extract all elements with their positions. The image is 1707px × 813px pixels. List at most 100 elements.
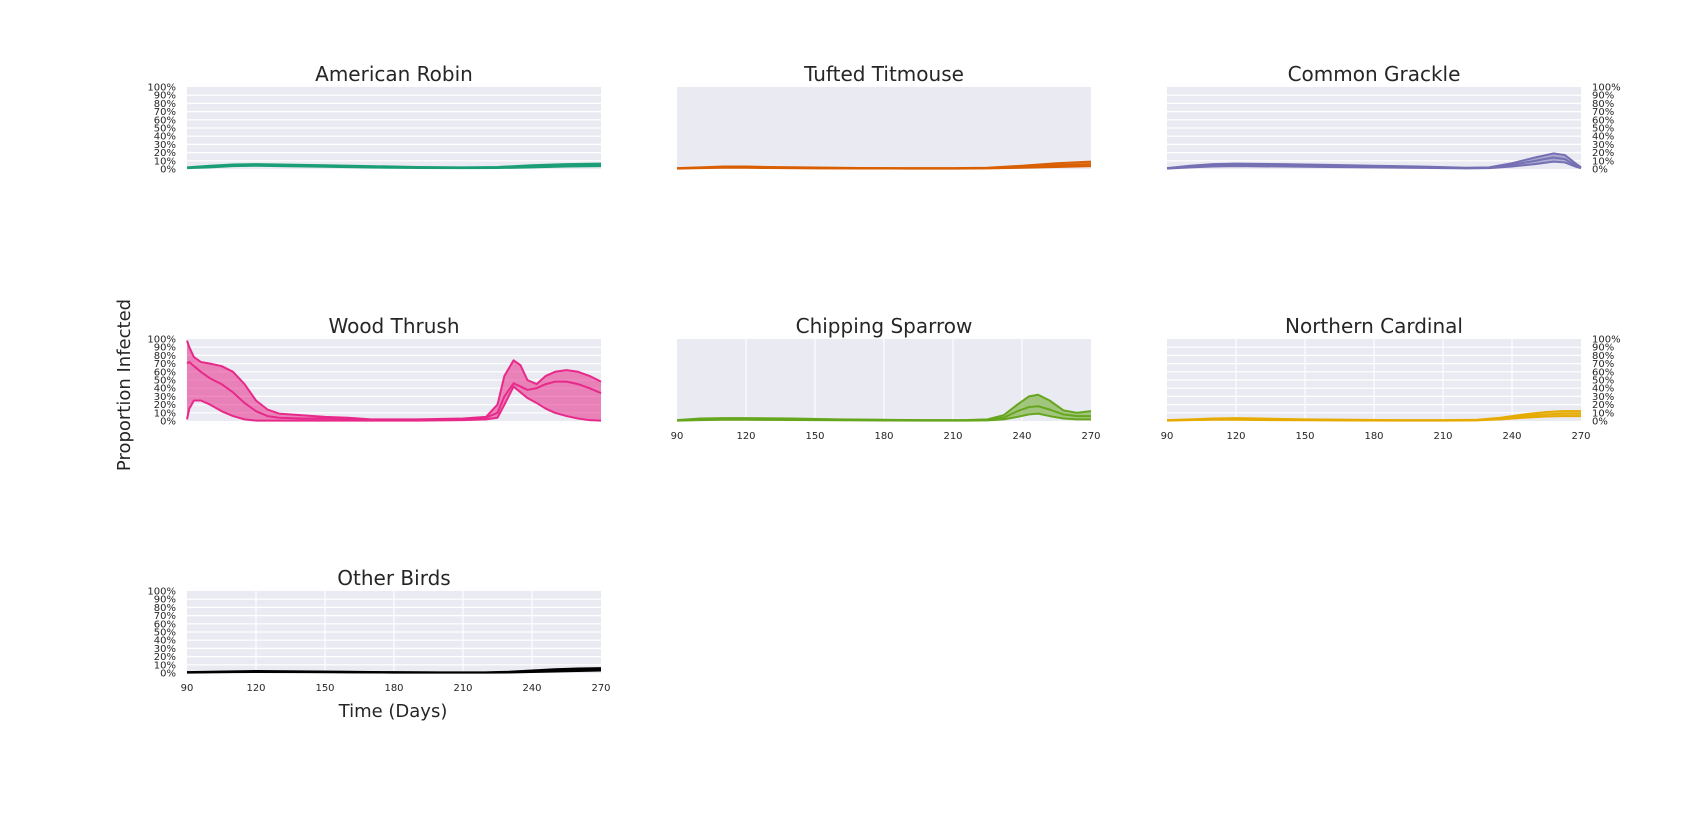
y-tick-label: 40% [154,636,176,647]
y-tick-label: 90% [1592,91,1614,102]
y-tick-label: 0% [160,417,176,428]
y-tick-label: 70% [154,611,176,622]
series-line-lower-northern-cardinal [1166,415,1581,422]
x-tick-label: 240 [1502,431,1521,442]
y-tick-label: 0% [1592,417,1608,428]
series-band-wood-thrush [187,340,601,421]
y-tick-label: 20% [154,400,176,411]
x-tick-label: 150 [1295,431,1314,442]
y-tick-label: 80% [1592,351,1614,362]
x-tick-label: 270 [1571,431,1590,442]
y-tick-label: 40% [154,384,176,395]
y-tick-label: 80% [1592,99,1614,110]
series-line-lower-common-grackle [1166,160,1582,170]
panel-title: Tufted Titmouse [803,62,964,86]
x-tick-label: 270 [1081,431,1100,442]
y-tick-label: 100% [147,587,176,598]
series-line-lower-chipping-sparrow [676,412,1091,422]
y-tick-label: 90% [154,91,176,102]
y-tick-label: 90% [154,343,176,354]
y-tick-label: 100% [147,83,176,94]
y-tick-label: 10% [154,660,176,671]
y-tick-label: 20% [1592,148,1614,159]
panel-tufted-titmouse: Tufted Titmouse [676,62,1092,170]
y-tick-label: 20% [154,652,176,663]
panel-wood-thrush: 0%10%20%30%40%50%60%70%80%90%100% Wood Th… [147,314,602,428]
x-tick-label: 90 [181,683,194,694]
y-tick-label: 0% [1592,165,1608,176]
y-tick-label: 50% [154,124,176,135]
y-tick-label: 30% [154,140,176,151]
y-tick-label: 50% [154,628,176,639]
x-tick-label: 120 [1226,431,1245,442]
x-tick-label: 180 [1364,431,1383,442]
series-line-lower-wood-thrush [186,385,602,422]
y-tick-label: 40% [154,132,176,143]
panel-title: Wood Thrush [328,314,459,338]
y-tick-label: 40% [1592,132,1614,143]
y-tick-label: 70% [154,359,176,370]
panels-group: 0%10%20%30%40%50%60%70%80%90%100%America… [147,62,1620,694]
x-tick-label: 90 [1161,431,1174,442]
y-tick-label: 10% [1592,408,1614,419]
y-tick-label: 70% [1592,107,1614,118]
panel-title: Northern Cardinal [1285,314,1463,338]
x-tick-label: 120 [736,431,755,442]
y-tick-label: 30% [154,392,176,403]
y-axis-label: Proportion Infected [114,299,135,471]
y-tick-label: 30% [1592,392,1614,403]
y-tick-label: 10% [154,156,176,167]
y-tick-label: 50% [1592,124,1614,135]
y-tick-label: 50% [154,376,176,387]
x-tick-label: 210 [943,431,962,442]
y-tick-label: 70% [154,107,176,118]
y-tick-label: 90% [1592,343,1614,354]
y-tick-label: 30% [154,644,176,655]
y-tick-label: 60% [1592,367,1614,378]
x-tick-label: 90 [671,431,684,442]
y-tick-label: 80% [154,99,176,110]
y-tick-label: 80% [154,603,176,614]
x-tick-label: 240 [1012,431,1031,442]
x-axis-label: Time (Days) [338,701,448,722]
panel-title: Chipping Sparrow [796,314,973,338]
y-tick-label: 0% [160,165,176,176]
y-tick-label: 60% [154,619,176,630]
y-tick-label: 40% [1592,384,1614,395]
series-line-lower-american-robin [186,164,602,170]
x-tick-label: 150 [315,683,334,694]
y-tick-label: 80% [154,351,176,362]
panel-american-robin: 0%10%20%30%40%50%60%70%80%90%100% America… [147,62,602,176]
x-tick-label: 270 [591,683,610,694]
y-tick-label: 20% [1592,400,1614,411]
panel-northern-cardinal: 0%10%20%30%40%50%60%70%80%90%100% 90 120 15… [1161,314,1621,442]
x-tick-label: 180 [874,431,893,442]
x-tick-label: 240 [522,683,541,694]
y-tick-label: 100% [1592,83,1621,94]
panel-background [677,87,1091,169]
y-tick-label: 100% [1592,335,1621,346]
panel-other-birds: 0%10%20%30%40%50%60%70%80%90%100% 90 120 15… [147,566,610,694]
y-tick-label: 0% [160,669,176,680]
x-tick-label: 150 [805,431,824,442]
x-tick-label: 210 [1433,431,1452,442]
y-tick-label: 70% [1592,359,1614,370]
y-tick-label: 10% [154,408,176,419]
panel-title: American Robin [315,62,473,86]
x-tick-label: 180 [384,683,403,694]
y-tick-label: 10% [1592,156,1614,167]
panel-common-grackle: 0%10%20%30%40%50%60%70%80%90%100% Common … [1166,62,1621,176]
y-tick-label: 30% [1592,140,1614,151]
x-tick-label: 120 [246,683,265,694]
y-tick-label: 60% [154,367,176,378]
series-line-lower-tufted-titmouse [676,165,1092,170]
y-tick-label: 50% [1592,376,1614,387]
x-tick-label: 210 [453,683,472,694]
panel-title: Other Birds [337,566,450,590]
panel-chipping-sparrow: 90 120 150 180 210 240 270 Chipping Sparrow [671,314,1101,442]
y-tick-label: 90% [154,595,176,606]
y-tick-label: 100% [147,335,176,346]
y-tick-label: 60% [1592,115,1614,126]
y-tick-label: 60% [154,115,176,126]
